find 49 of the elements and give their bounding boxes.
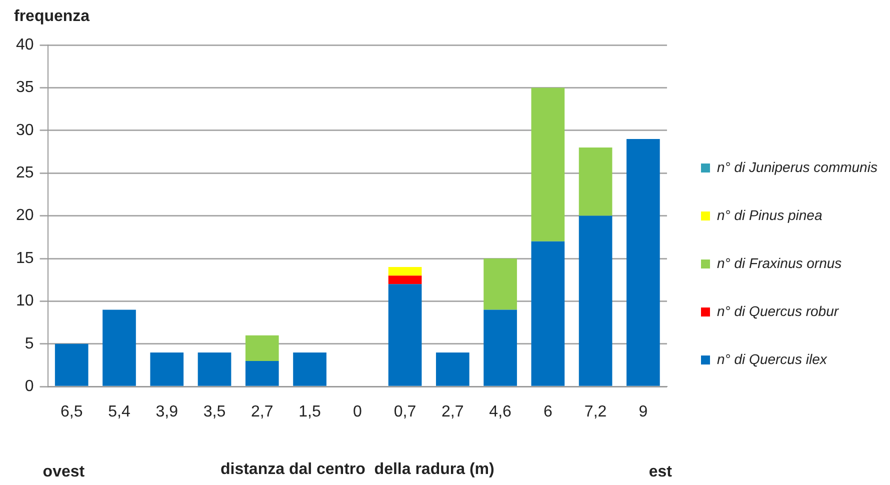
y-tick-label: 25 <box>16 164 34 182</box>
bar <box>578 147 612 216</box>
text: est <box>648 463 673 480</box>
x-tick-label: 9 <box>638 404 648 421</box>
bar <box>388 284 422 386</box>
bar <box>54 344 88 386</box>
x-tick-label: 0,7 <box>394 404 416 421</box>
y-tick-label: 0 <box>24 378 34 396</box>
bar <box>626 138 660 386</box>
bar <box>245 360 279 386</box>
bar <box>245 335 279 361</box>
bar <box>102 310 136 386</box>
bar <box>388 276 422 284</box>
legend-label: n° di Quercus ilex <box>717 350 828 367</box>
legend-label: n° di Pinus pinea <box>717 206 822 223</box>
legend-label: n° di Fraxinus ornus <box>717 254 842 271</box>
bar <box>436 352 470 386</box>
legend-label: n° di Quercus robur <box>717 302 840 319</box>
bar <box>531 88 565 242</box>
bar <box>198 352 232 386</box>
y-tick-label: 10 <box>16 292 34 310</box>
text: ovest <box>42 463 86 480</box>
x-axis-title: distanza dal centro della radura (m) <box>220 460 494 478</box>
y-tick-label: 40 <box>16 36 34 54</box>
y-tick-label: 30 <box>16 122 34 139</box>
y-axis-title: frequenza <box>14 8 90 26</box>
x-tick-label: 2,7 <box>442 404 464 421</box>
x-tick-label: 6,5 <box>60 404 83 421</box>
x-tick-label: 3,9 <box>156 404 178 421</box>
x-tick-label: 2,7 <box>251 404 274 421</box>
y-tick-label: 5 <box>24 335 34 352</box>
y-tick-label: 35 <box>16 79 34 96</box>
x-tick-label: 3,5 <box>203 404 226 421</box>
bar <box>578 216 612 386</box>
bar <box>388 267 422 276</box>
bar <box>293 352 326 386</box>
x-tick-label: 5,4 <box>108 404 130 421</box>
x-tick-label: 4,6 <box>489 404 512 421</box>
y-tick-label: 20 <box>16 207 34 224</box>
bar <box>484 310 517 386</box>
legend-label: n° di Juniperus communis <box>717 158 878 175</box>
bar <box>484 258 517 310</box>
x-tick-label: 7,2 <box>584 404 607 421</box>
bar <box>150 352 184 386</box>
x-tick-label: 0 <box>352 404 362 421</box>
y-tick-label: 15 <box>16 250 34 267</box>
bar <box>531 241 565 386</box>
x-tick-label: 6 <box>543 404 552 421</box>
x-tick-label: 1,5 <box>298 404 321 421</box>
